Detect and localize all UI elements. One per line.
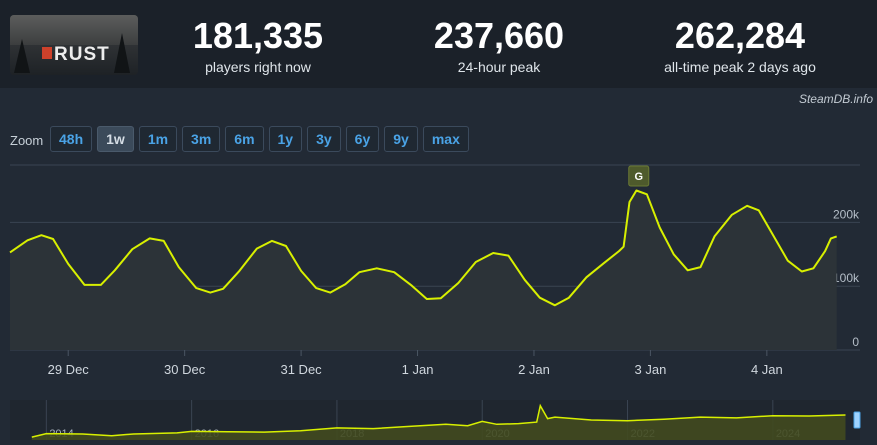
zoom-button-max[interactable]: max [422, 126, 469, 152]
zoom-button-1y[interactable]: 1y [268, 126, 303, 152]
annotation-label: G [634, 171, 643, 183]
stat-label: all-time peak 2 days ago [664, 59, 816, 75]
zoom-bar: 48h 1w 1m 3m 6m 1y 3y 6y 9y max [50, 126, 469, 152]
x-tick-label: 29 Dec [48, 362, 90, 377]
stat-players-now: 181,335 players right now [148, 16, 368, 76]
stat-24h-peak: 237,660 24-hour peak [389, 16, 609, 76]
stat-value: 181,335 [192, 15, 324, 56]
players-line-chart[interactable]: 200k 100k 0 29 Dec 30 Dec 31 Dec 1 Jan 2 Jan 3 J… [0, 160, 877, 385]
zoom-button-1w[interactable]: 1w [97, 126, 134, 152]
navigator-line [31, 403, 846, 438]
logo-tree [114, 33, 130, 73]
zoom-button-48h[interactable]: 48h [50, 126, 93, 152]
zoom-button-6y[interactable]: 6y [345, 126, 380, 152]
stat-value: 262,284 [674, 15, 806, 56]
x-tick-label: 4 Jan [751, 362, 783, 377]
x-tick-label: 3 Jan [635, 362, 667, 377]
logo-tree [14, 39, 30, 73]
y-tick-label: 200k [833, 207, 860, 221]
series-area [10, 190, 837, 350]
header: RUST 181,335 players right now 237,660 2… [0, 0, 877, 88]
steamdb-credit-link[interactable]: SteamDB.info [798, 92, 873, 106]
y-tick-label: 0 [852, 335, 859, 349]
x-tick-label: 1 Jan [402, 362, 434, 377]
series-line [9, 189, 838, 307]
stat-all-time-peak: 262,284 all-time peak 2 days ago [630, 16, 850, 76]
zoom-button-6m[interactable]: 6m [225, 126, 264, 152]
zoom-button-9y[interactable]: 9y [384, 126, 418, 152]
stat-label: players right now [205, 59, 311, 75]
x-tick-label: 2 Jan [518, 362, 550, 377]
stat-label: 24-hour peak [457, 59, 541, 75]
history-navigator-chart[interactable]: 201420162018202020222024 [0, 395, 877, 445]
logo-badge-icon [42, 47, 52, 59]
y-tick-label: 100k [833, 271, 860, 285]
x-tick-label: 30 Dec [164, 362, 206, 377]
stat-value: 237,660 [433, 15, 565, 56]
zoom-button-3m[interactable]: 3m [182, 126, 221, 152]
annotation-marker [628, 165, 650, 187]
zoom-button-1m[interactable]: 1m [138, 126, 178, 152]
zoom-button-3y[interactable]: 3y [307, 126, 341, 152]
navigator-handle [853, 411, 861, 429]
zoom-label: Zoom [10, 133, 44, 148]
game-logo[interactable]: RUST [10, 15, 138, 75]
x-tick-label: 31 Dec [280, 362, 322, 377]
navigator-area [31, 405, 846, 440]
logo-text: RUST [54, 44, 110, 65]
